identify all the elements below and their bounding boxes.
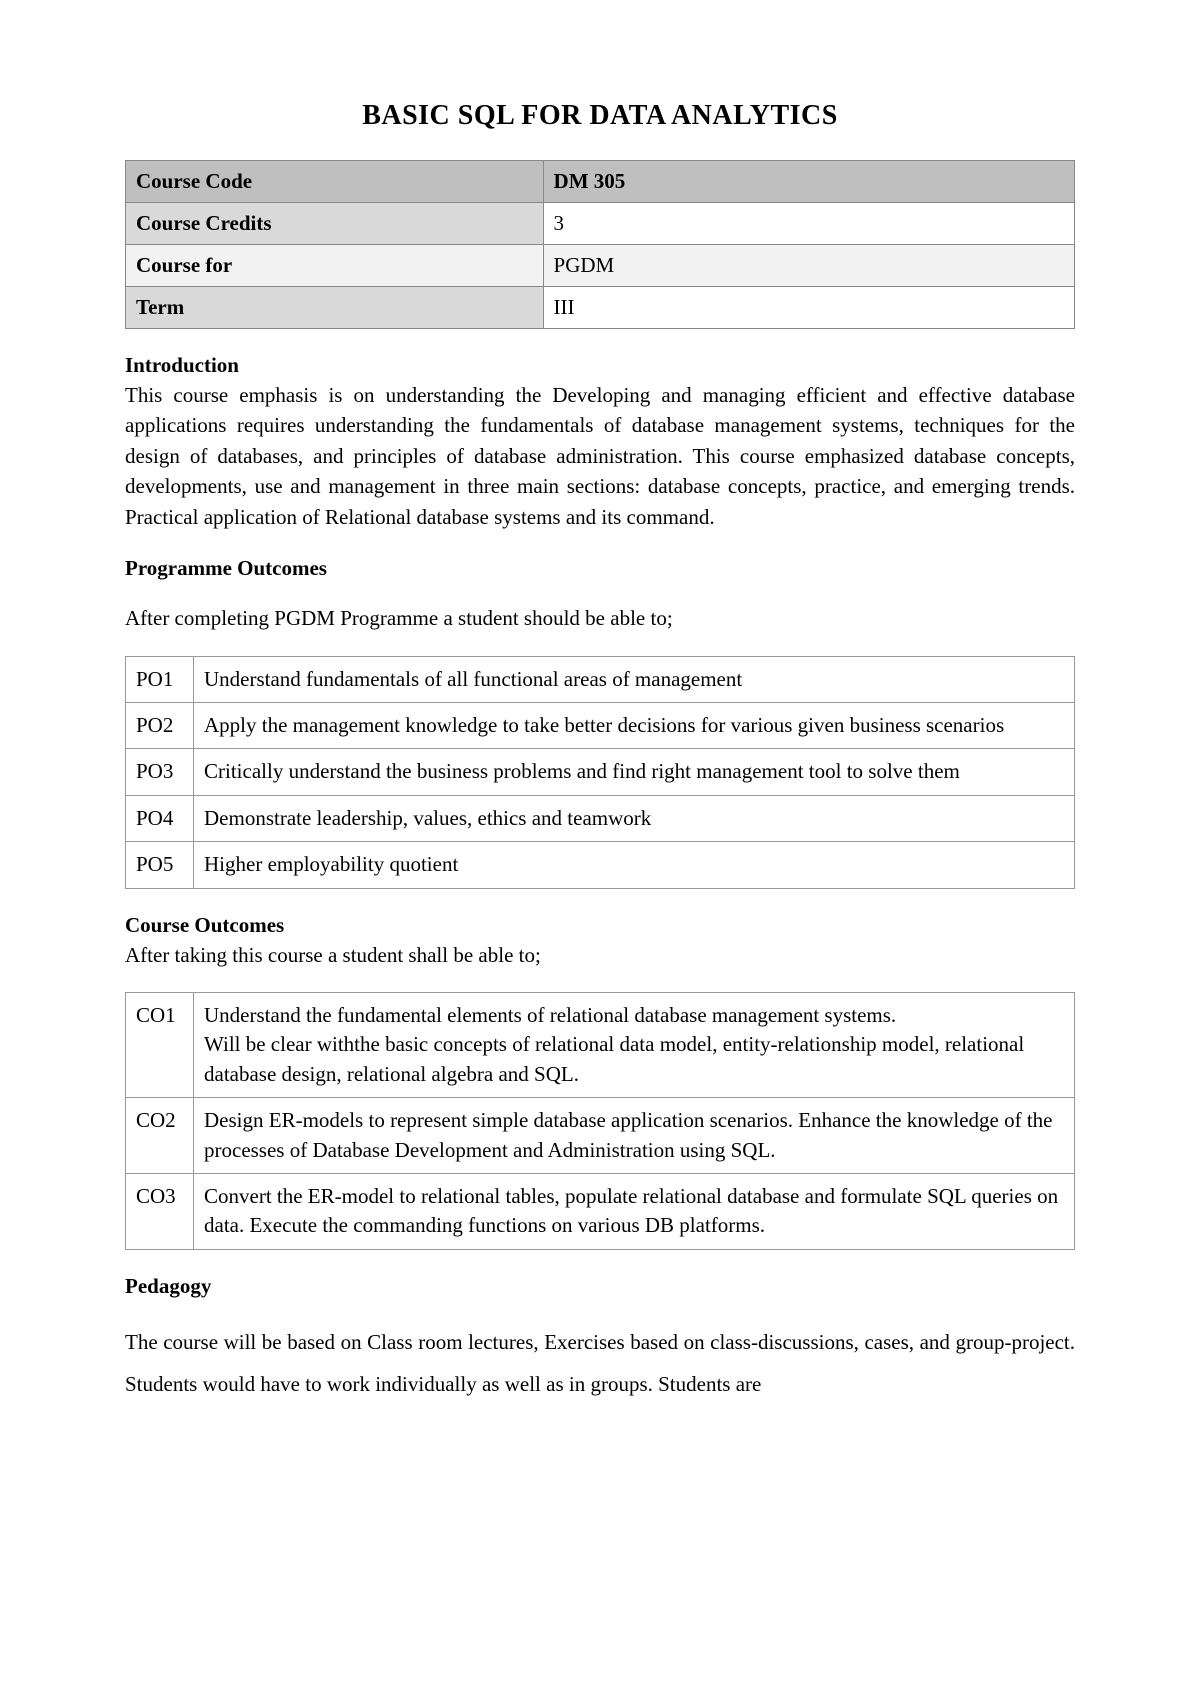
table-row: Course forPGDM [126,245,1075,287]
page-title: BASIC SQL FOR DATA ANALYTICS [125,100,1075,132]
info-label: Course for [126,245,544,287]
table-row: CO1Understand the fundamental elements o… [126,993,1075,1098]
po-code: PO2 [126,703,194,749]
pedagogy-body: The course will be based on Class room l… [125,1321,1075,1405]
programme-outcomes-heading: Programme Outcomes [125,556,1075,581]
table-row: TermIII [126,287,1075,329]
table-row: CO2Design ER-models to represent simple … [126,1098,1075,1174]
programme-outcomes-lead: After completing PGDM Programme a studen… [125,603,1075,633]
programme-outcomes-table: PO1Understand fundamentals of all functi… [125,656,1075,889]
po-code: PO5 [126,842,194,888]
course-outcomes-lead: After taking this course a student shall… [125,940,1075,970]
table-row: PO5Higher employability quotient [126,842,1075,888]
course-outcomes-heading: Course Outcomes [125,913,1075,938]
co-text: Convert the ER-model to relational table… [194,1173,1075,1249]
programme-outcomes-body: PO1Understand fundamentals of all functi… [126,656,1075,888]
info-value: III [543,287,1074,329]
course-info-body: Course CodeDM 305Course Credits3Course f… [126,161,1075,329]
introduction-heading: Introduction [125,353,1075,378]
info-label: Term [126,287,544,329]
po-code: PO3 [126,749,194,795]
po-code: PO4 [126,795,194,841]
table-row: PO2Apply the management knowledge to tak… [126,703,1075,749]
co-text: Design ER-models to represent simple dat… [194,1098,1075,1174]
po-text: Higher employability quotient [194,842,1075,888]
co-code: CO1 [126,993,194,1098]
table-row: CO3Convert the ER-model to relational ta… [126,1173,1075,1249]
table-row: PO3Critically understand the business pr… [126,749,1075,795]
table-row: PO1Understand fundamentals of all functi… [126,656,1075,702]
po-text: Demonstrate leadership, values, ethics a… [194,795,1075,841]
table-row: Course CodeDM 305 [126,161,1075,203]
co-code: CO3 [126,1173,194,1249]
po-text: Apply the management knowledge to take b… [194,703,1075,749]
table-row: PO4Demonstrate leadership, values, ethic… [126,795,1075,841]
co-text: Understand the fundamental elements of r… [194,993,1075,1098]
table-row: Course Credits3 [126,203,1075,245]
po-text: Critically understand the business probl… [194,749,1075,795]
info-value: PGDM [543,245,1074,287]
co-code: CO2 [126,1098,194,1174]
po-code: PO1 [126,656,194,702]
introduction-body: This course emphasis is on understanding… [125,380,1075,532]
document-page: BASIC SQL FOR DATA ANALYTICS Course Code… [0,0,1200,1697]
info-label: Course Code [126,161,544,203]
course-outcomes-table: CO1Understand the fundamental elements o… [125,992,1075,1250]
pedagogy-heading: Pedagogy [125,1274,1075,1299]
info-value: DM 305 [543,161,1074,203]
course-outcomes-body: CO1Understand the fundamental elements o… [126,993,1075,1250]
info-value: 3 [543,203,1074,245]
info-label: Course Credits [126,203,544,245]
po-text: Understand fundamentals of all functiona… [194,656,1075,702]
course-info-table: Course CodeDM 305Course Credits3Course f… [125,160,1075,329]
